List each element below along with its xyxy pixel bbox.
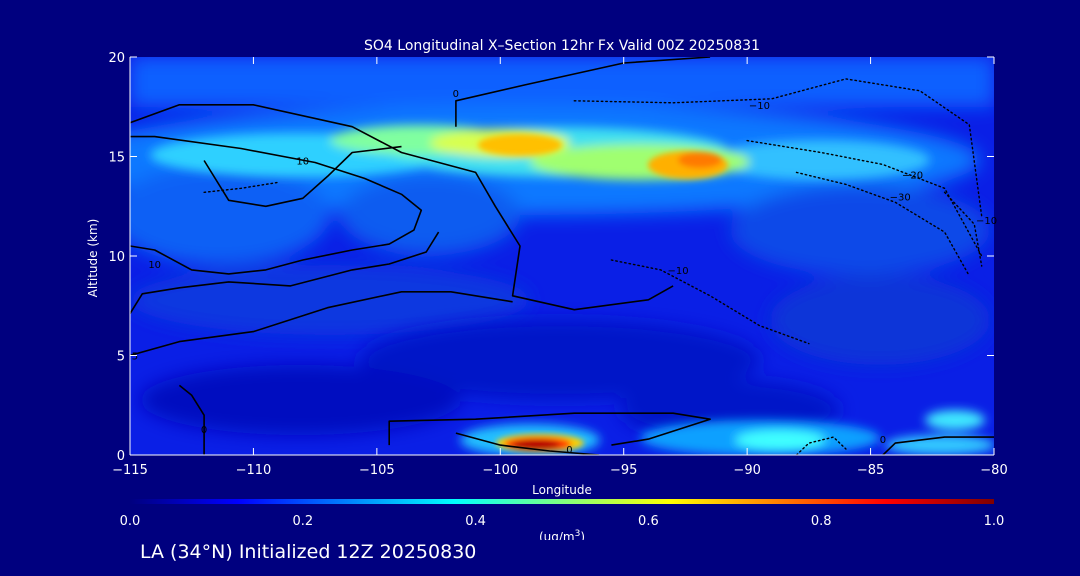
y-axis-label: Altitude (km) [86, 219, 100, 298]
x-tick-label: −85 [857, 463, 884, 478]
contour-line [178, 384, 205, 455]
contour-line-negative [573, 78, 983, 217]
y-tick-label: 5 [117, 350, 125, 365]
contour-line [130, 104, 674, 311]
colorbar-tick-label: 1.0 [984, 514, 1005, 529]
colorbar-unit-superscript: 3 [575, 529, 581, 539]
contour-line [455, 432, 600, 455]
contour-line [130, 231, 440, 315]
colorbar-unit-label: (ug/m3) [539, 529, 585, 540]
x-tick-label: −105 [359, 463, 395, 478]
contour-line-negative [795, 171, 970, 277]
contour-line [130, 135, 423, 275]
x-tick-label: −80 [980, 463, 1007, 478]
contour-label: 5 [132, 352, 138, 363]
contour-label: −20 [902, 170, 923, 181]
contour-line-negative [203, 181, 279, 194]
contour-label: 10 [296, 156, 309, 167]
contour-label: 0 [453, 89, 459, 100]
contour-line [130, 290, 513, 357]
x-tick-label: −95 [610, 463, 637, 478]
contour-label: 10 [148, 260, 161, 271]
contour-line-negative [610, 259, 810, 345]
colorbar-unit-suffix: ) [580, 530, 585, 540]
x-axis-label: Longitude [532, 483, 592, 497]
y-tick-label: 20 [108, 51, 125, 66]
contour-label: 0 [880, 435, 886, 446]
contour-line [388, 412, 711, 446]
x-axis-ticks: −115 −110 −105 −100 −95 −90 −85 −80 [112, 57, 1008, 478]
y-tick-label: 10 [108, 250, 125, 265]
contour-line-negative [943, 191, 983, 267]
x-tick-label: −110 [236, 463, 272, 478]
colorbar-tick-label: 0.2 [292, 514, 313, 529]
colorbar-tick-label: 0.8 [811, 514, 832, 529]
contour-label: −10 [976, 216, 997, 227]
contour-label: −10 [667, 266, 688, 277]
contour-labels: 0 10 10 5 0 0 0 −10 −20 −30 −10 −10 [132, 89, 997, 456]
cross-section-chart: SO4 Longitudinal X–Section 12hr Fx Valid… [86, 38, 1008, 540]
y-tick-label: 0 [117, 449, 125, 464]
colorbar-tick-label: 0.0 [120, 514, 141, 529]
colorbar [130, 499, 994, 504]
y-tick-label: 15 [108, 151, 125, 166]
colorbar-tick-label: 0.6 [638, 514, 659, 529]
y-axis-ticks: 0 5 10 15 20 [108, 51, 994, 464]
chart-title: SO4 Longitudinal X–Section 12hr Fx Valid… [364, 38, 760, 54]
x-tick-label: −115 [112, 463, 148, 478]
contour-line [455, 57, 711, 127]
contour-line-negative [795, 436, 847, 455]
x-tick-label: −100 [482, 463, 518, 478]
footer-title: LA (34°N) Initialized 12Z 20250830 [140, 541, 477, 563]
colorbar-tick-labels: 0.0 0.2 0.4 0.6 0.8 1.0 [120, 514, 1005, 529]
contour-label: 0 [566, 445, 572, 456]
x-tick-label: −90 [733, 463, 760, 478]
contour-label: 0 [201, 425, 207, 436]
contour-label: −10 [749, 101, 770, 112]
colorbar-tick-label: 0.4 [465, 514, 486, 529]
contour-line [882, 436, 994, 455]
contour-label: −30 [890, 192, 911, 203]
contour-line-negative [746, 139, 983, 257]
colorbar-unit-prefix: (ug/m [539, 530, 575, 540]
contour-line [203, 145, 402, 208]
concentration-field [130, 57, 994, 455]
temperature-contours [130, 57, 994, 455]
